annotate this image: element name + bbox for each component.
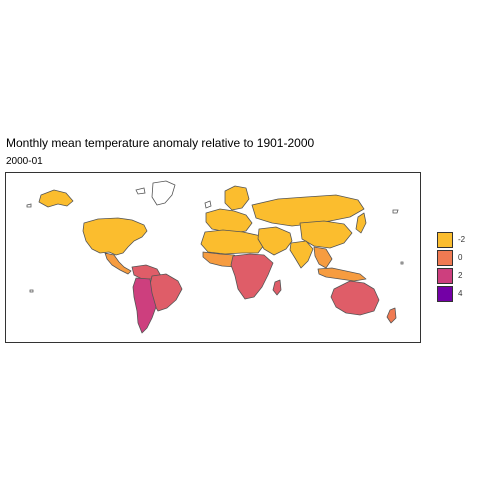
legend-key	[437, 285, 453, 302]
region-middle-east	[257, 226, 293, 256]
island	[135, 187, 146, 195]
island	[400, 261, 404, 265]
world-map	[26, 180, 404, 334]
region-scandinavia	[224, 185, 250, 211]
region-southern-south-america	[132, 277, 157, 334]
map-panel	[5, 172, 421, 343]
region-greenland	[151, 180, 176, 206]
region-madagascar	[272, 279, 282, 296]
legend-item: 2	[437, 267, 465, 284]
legend-item: 4	[437, 285, 465, 302]
legend-label: 4	[458, 289, 463, 298]
region-central-and-southern-africa	[230, 253, 274, 300]
legend-item: -2	[437, 231, 465, 248]
legend-label: 0	[458, 253, 463, 262]
region-new-zealand	[386, 307, 397, 324]
region-indonesia	[317, 267, 367, 282]
region-north-america	[82, 217, 148, 256]
island	[204, 200, 212, 209]
legend-label: -2	[458, 235, 466, 244]
map-subtitle: 2000-01	[6, 156, 43, 167]
legend-label: 2	[458, 271, 463, 280]
region-southeast-asia	[313, 246, 333, 269]
region-europe	[205, 208, 253, 234]
island	[26, 203, 32, 208]
region-central-america	[104, 252, 132, 275]
region-alaska	[38, 189, 74, 208]
island	[392, 209, 399, 214]
legend-item: 0	[437, 249, 465, 266]
map-title: Monthly mean temperature anomaly relativ…	[6, 136, 315, 150]
region-north-africa	[200, 229, 265, 255]
legend: -2 0 2 4	[437, 231, 465, 303]
region-russia-and-central-asia	[251, 194, 365, 227]
region-australia	[330, 280, 380, 316]
island	[29, 289, 34, 293]
region-india	[289, 240, 314, 269]
legend-key	[437, 231, 453, 248]
legend-key	[437, 267, 453, 284]
legend-key	[437, 249, 453, 266]
region-japan	[355, 212, 367, 234]
